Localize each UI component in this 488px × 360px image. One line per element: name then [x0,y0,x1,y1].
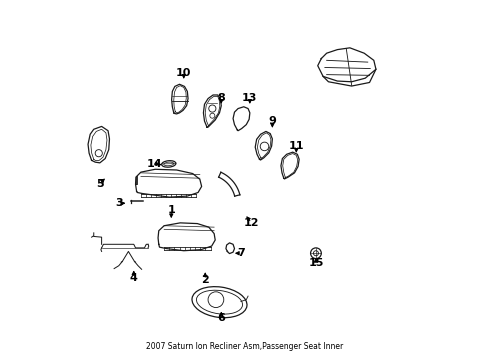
Text: 10: 10 [176,68,191,78]
Text: 13: 13 [242,93,257,103]
Text: 14: 14 [146,159,162,169]
Text: 11: 11 [288,141,304,151]
Text: 8: 8 [217,93,224,103]
Text: 5: 5 [96,179,103,189]
Text: 15: 15 [307,258,323,268]
Text: 2007 Saturn Ion Recliner Asm,Passenger Seat Inner: 2007 Saturn Ion Recliner Asm,Passenger S… [145,342,343,351]
Text: 2: 2 [201,275,209,285]
Text: 12: 12 [244,218,259,228]
Text: 1: 1 [167,205,175,215]
Text: 3: 3 [115,198,122,208]
Text: 4: 4 [129,273,138,283]
Text: 6: 6 [217,312,225,323]
Text: 9: 9 [268,116,276,126]
Text: 7: 7 [237,248,244,258]
